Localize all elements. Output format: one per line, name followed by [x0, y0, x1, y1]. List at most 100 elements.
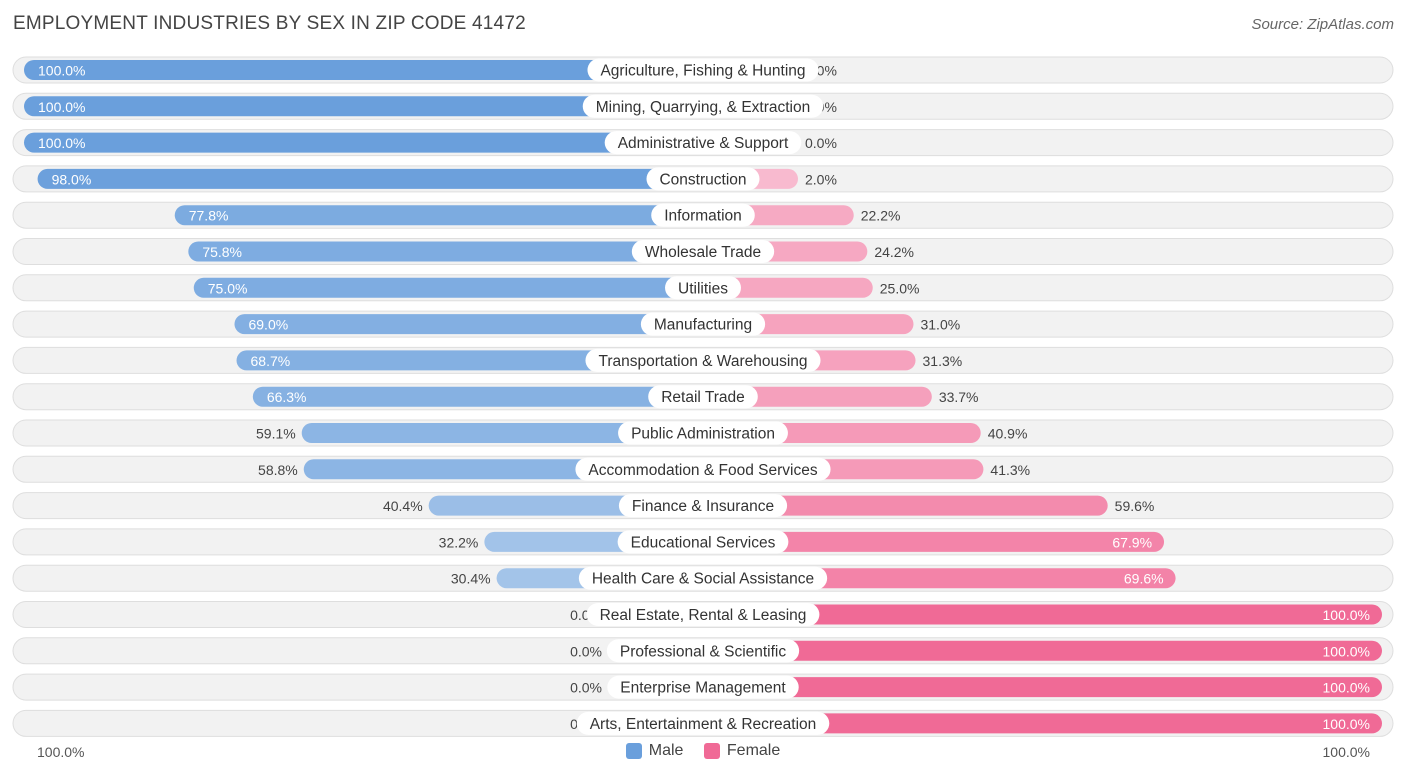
- category-label: Administrative & Support: [618, 135, 789, 152]
- category-label: Manufacturing: [654, 317, 752, 334]
- axis-right-label: 100.0%: [1322, 744, 1370, 760]
- category-label: Transportation & Warehousing: [598, 353, 807, 370]
- label-male-value: 30.4%: [451, 571, 491, 587]
- legend-swatch-male: [625, 743, 642, 759]
- category-label: Educational Services: [631, 534, 776, 551]
- label-female-value: 67.9%: [1112, 534, 1152, 550]
- category-pill: [582, 94, 824, 118]
- category-label: Health Care & Social Assistance: [592, 571, 814, 588]
- category-pill: [576, 711, 830, 735]
- category-pill: [587, 58, 819, 82]
- label-male-value: 58.8%: [258, 462, 298, 478]
- label-female-value: 31.0%: [920, 317, 960, 333]
- label-female-value: 69.6%: [1124, 571, 1164, 587]
- legend-swatch-female: [703, 743, 720, 759]
- category-pill: [646, 167, 760, 191]
- category-label: Professional & Scientific: [620, 643, 787, 660]
- label-male-value: 77.8%: [189, 208, 229, 224]
- label-female-value: 100.0%: [1323, 643, 1370, 659]
- legend-label-male: Male: [648, 742, 684, 759]
- category-pill: [648, 385, 758, 409]
- bar-male: [236, 350, 704, 371]
- chart-title: EMPLOYMENT INDUSTRIES BY SEX IN ZIP CODE…: [13, 13, 526, 34]
- category-label: Utilities: [678, 280, 728, 297]
- category-pill: [665, 276, 741, 300]
- label-male-value: 59.1%: [256, 426, 296, 442]
- label-male-value: 0.0%: [570, 680, 602, 696]
- label-female-value: 25.0%: [880, 280, 920, 296]
- bar-male: [188, 241, 703, 262]
- category-pill: [640, 312, 766, 336]
- label-male-value: 100.0%: [38, 99, 85, 115]
- label-male-value: 75.0%: [208, 280, 248, 296]
- label-male-value: 32.2%: [439, 534, 479, 550]
- label-male-value: 98.0%: [52, 171, 92, 187]
- legend-item-female[interactable]: Female: [703, 742, 781, 760]
- label-female-value: 100.0%: [1323, 716, 1370, 732]
- category-pill: [604, 131, 802, 155]
- bar-female: [703, 531, 1165, 552]
- label-female-value: 100.0%: [1323, 607, 1370, 623]
- label-male-value: 75.8%: [202, 244, 242, 260]
- bar-female: [703, 677, 1382, 698]
- category-label: Information: [664, 208, 742, 225]
- label-male-value: 68.7%: [251, 353, 291, 369]
- bar-female: [703, 713, 1382, 734]
- category-label: Finance & Insurance: [632, 498, 774, 515]
- legend-label-female: Female: [726, 742, 781, 759]
- category-label: Construction: [659, 171, 746, 188]
- bar-male: [252, 386, 703, 407]
- label-female-value: 40.9%: [988, 426, 1028, 442]
- label-male-value: 100.0%: [38, 63, 85, 79]
- label-female-value: 31.3%: [923, 353, 963, 369]
- label-female-value: 41.3%: [990, 462, 1030, 478]
- legend: Male Female: [0, 742, 1406, 764]
- category-label: Retail Trade: [661, 389, 745, 406]
- category-pill: [575, 457, 831, 481]
- category-pill: [606, 639, 800, 663]
- bar-female: [703, 604, 1382, 625]
- bar-female: [703, 386, 932, 407]
- label-male-value: 40.4%: [383, 498, 423, 514]
- bar-male: [24, 132, 703, 153]
- label-male-value: 0.0%: [570, 643, 602, 659]
- category-label: Public Administration: [631, 426, 775, 443]
- label-female-value: 100.0%: [1323, 680, 1370, 696]
- label-female-value: 59.6%: [1115, 498, 1155, 514]
- axis-left-label: 100.0%: [37, 744, 85, 760]
- label-female-value: 0.0%: [805, 135, 837, 151]
- category-pill: [586, 603, 820, 626]
- label-female-value: 33.7%: [939, 389, 979, 405]
- category-label: Agriculture, Fishing & Hunting: [600, 63, 805, 80]
- category-pill: [651, 203, 755, 227]
- bar-male: [24, 60, 703, 80]
- category-pill: [607, 675, 799, 699]
- bar-male: [24, 96, 703, 117]
- label-male-value: 100.0%: [38, 135, 85, 151]
- bar-male: [37, 168, 703, 189]
- bar-male: [193, 277, 703, 298]
- bar-male: [301, 423, 703, 443]
- category-pill: [578, 566, 828, 590]
- category-pill: [585, 348, 821, 372]
- category-label: Mining, Quarrying, & Extraction: [596, 99, 811, 116]
- category-pill: [617, 530, 789, 554]
- label-male-value: 69.0%: [248, 317, 288, 333]
- category-label: Accommodation & Food Services: [588, 462, 817, 479]
- category-pill: [618, 494, 788, 518]
- label-female-value: 2.0%: [805, 171, 837, 187]
- category-label: Enterprise Management: [620, 680, 786, 697]
- label-female-value: 22.2%: [861, 208, 901, 224]
- category-label: Wholesale Trade: [645, 244, 761, 261]
- bar-male: [234, 314, 704, 335]
- bar-female: [703, 640, 1382, 661]
- chart-source: Source: ZipAtlas.com: [1251, 16, 1394, 33]
- label-female-value: 24.2%: [874, 244, 914, 260]
- category-pill: [618, 421, 788, 445]
- bar-male: [174, 205, 703, 226]
- bar-chart: 100.0% 0.0% Agriculture, Fishing & Hunting…: [12, 56, 1394, 737]
- category-label: Real Estate, Rental & Leasing: [600, 607, 807, 624]
- legend-item-male[interactable]: Male: [625, 742, 684, 760]
- label-male-value: 66.3%: [267, 389, 307, 405]
- bar-female: [703, 277, 873, 298]
